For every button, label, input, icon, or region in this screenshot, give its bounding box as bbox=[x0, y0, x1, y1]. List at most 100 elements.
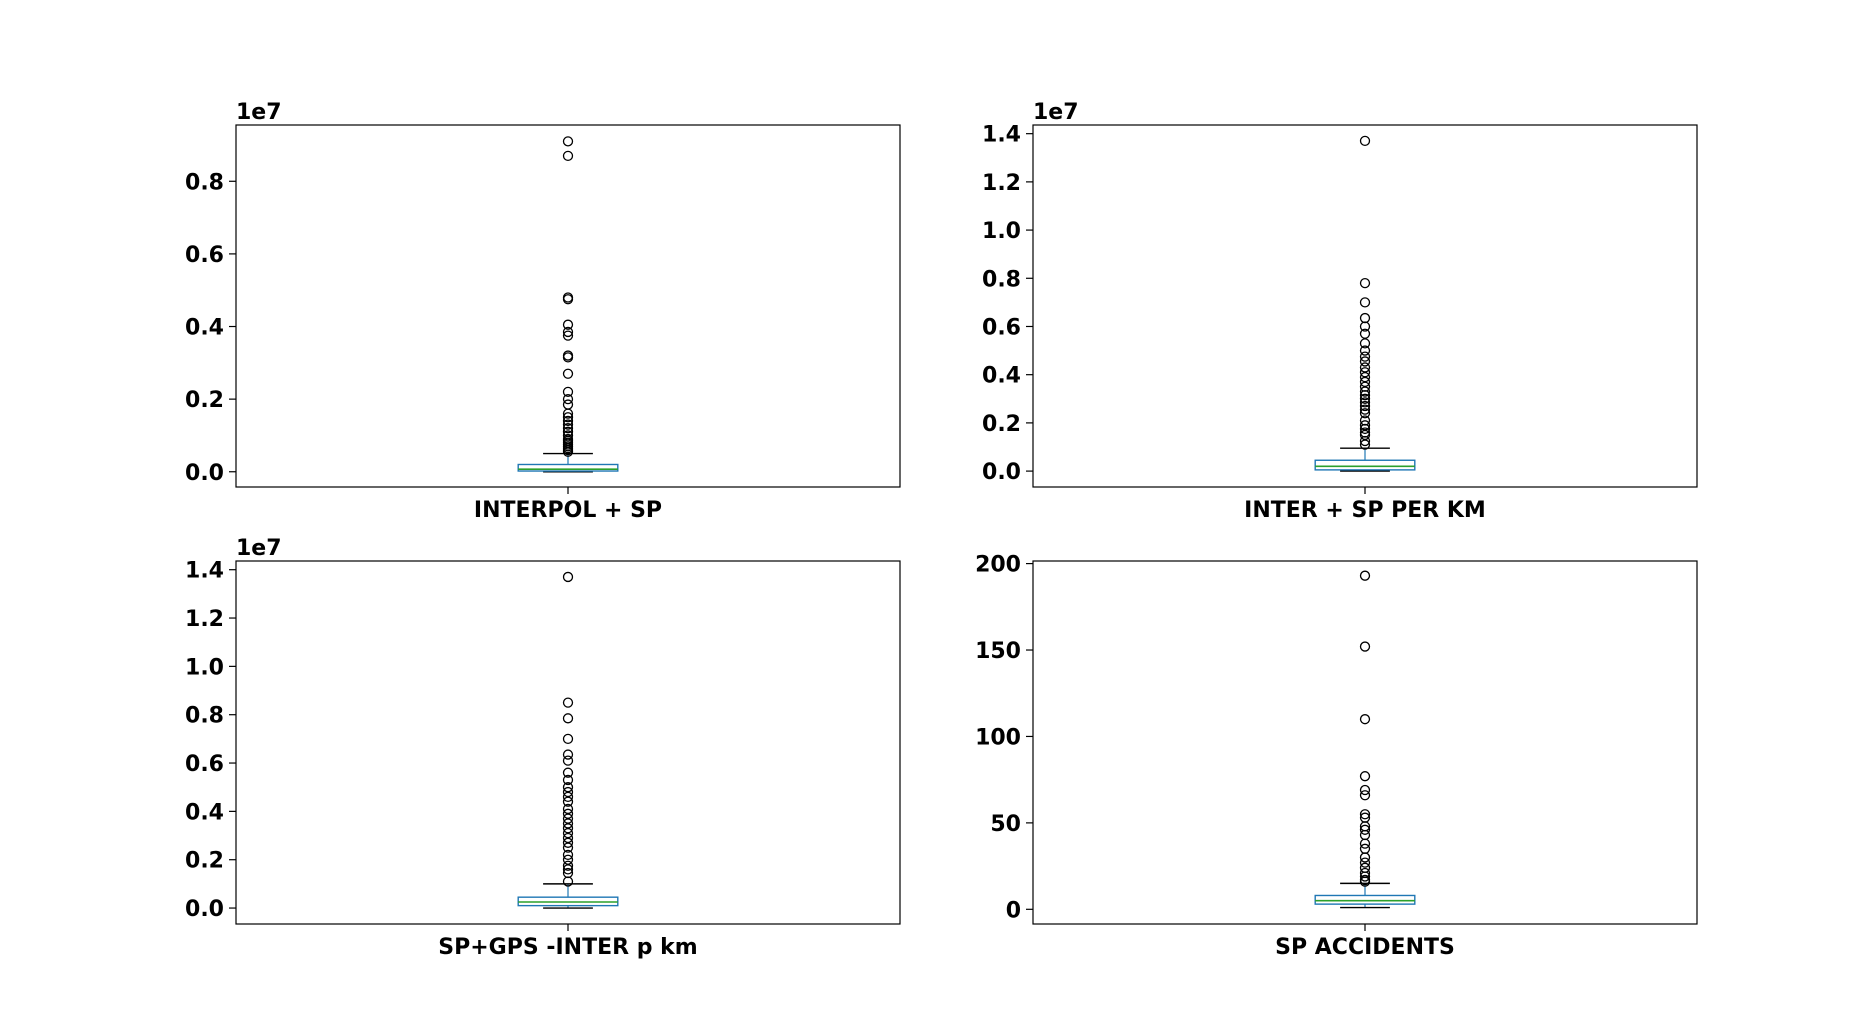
outlier-point bbox=[562, 408, 574, 419]
y-tick-label: 0.6 bbox=[185, 752, 224, 777]
outlier-point bbox=[1359, 862, 1371, 873]
y-tick-label: 0.8 bbox=[185, 170, 224, 195]
outlier-point bbox=[1359, 277, 1371, 289]
y-tick-label: 50 bbox=[990, 812, 1021, 837]
y-tick-label: 0.6 bbox=[185, 243, 224, 268]
outlier-point bbox=[562, 386, 574, 398]
outlier-point bbox=[562, 150, 574, 162]
outlier-point bbox=[1359, 771, 1371, 782]
outlier-point bbox=[562, 860, 574, 871]
outlier-point bbox=[562, 849, 574, 861]
offset-label: 1e7 bbox=[236, 100, 282, 125]
outlier-point bbox=[562, 352, 574, 363]
outlier-point bbox=[1359, 852, 1371, 863]
offset-label: 1e7 bbox=[236, 536, 282, 561]
outlier-point bbox=[1359, 876, 1371, 887]
outlier-point bbox=[562, 399, 574, 410]
outlier-point bbox=[562, 796, 574, 807]
offset-label: 1e7 bbox=[1033, 100, 1079, 125]
x-category-label: SP ACCIDENTS bbox=[1275, 935, 1455, 960]
y-tick-label: 0.2 bbox=[185, 388, 224, 413]
y-tick-label: 1.4 bbox=[185, 559, 224, 584]
axes-frame bbox=[1032, 124, 1698, 488]
outlier-point bbox=[562, 813, 574, 824]
outlier-point bbox=[1359, 435, 1371, 447]
outlier-point bbox=[1359, 843, 1371, 854]
outlier-point bbox=[1359, 338, 1371, 349]
outlier-point bbox=[562, 423, 574, 434]
y-tick-label: 0.4 bbox=[185, 316, 224, 341]
outlier-point bbox=[1359, 397, 1371, 408]
outlier-point bbox=[562, 767, 574, 778]
y-tick-label: 0.2 bbox=[982, 412, 1021, 437]
outlier-point bbox=[562, 842, 574, 853]
outlier-point bbox=[562, 412, 574, 423]
outlier-point bbox=[1359, 400, 1371, 412]
x-category-label: INTERPOL + SP bbox=[474, 498, 662, 523]
outlier-point bbox=[1359, 790, 1371, 801]
outlier-point bbox=[562, 571, 574, 583]
outlier-point bbox=[562, 818, 574, 829]
outlier-point bbox=[1359, 345, 1371, 356]
outlier-point bbox=[1359, 824, 1371, 835]
outlier-point bbox=[1359, 356, 1371, 367]
outlier-point bbox=[562, 697, 574, 708]
outlier-point bbox=[1359, 829, 1371, 841]
outlier-point bbox=[1359, 321, 1371, 332]
outlier-point bbox=[562, 136, 574, 147]
outlier-point bbox=[562, 803, 574, 815]
outlier-point bbox=[562, 774, 574, 786]
outlier-point bbox=[1359, 838, 1371, 849]
outlier-point bbox=[562, 786, 574, 798]
y-tick-label: 200 bbox=[975, 553, 1021, 578]
y-tick-label: 0.6 bbox=[982, 315, 1021, 340]
outlier-point bbox=[1359, 784, 1371, 796]
outlier-point bbox=[562, 782, 574, 793]
outlier-point bbox=[562, 393, 574, 405]
y-tick-label: 0.8 bbox=[982, 267, 1021, 292]
outlier-point bbox=[562, 755, 574, 766]
outlier-point bbox=[562, 832, 574, 844]
y-tick-label: 1.0 bbox=[185, 655, 224, 680]
outlier-point bbox=[1359, 297, 1371, 308]
y-tick-label: 0 bbox=[1006, 898, 1021, 923]
outlier-point bbox=[562, 733, 574, 745]
outlier-point bbox=[1359, 714, 1371, 725]
outlier-point bbox=[562, 749, 574, 760]
y-tick-label: 0.0 bbox=[982, 460, 1021, 485]
outlier-point bbox=[1359, 351, 1371, 362]
outlier-point bbox=[1359, 404, 1371, 415]
y-tick-label: 0.8 bbox=[185, 704, 224, 729]
y-tick-label: 1.2 bbox=[982, 171, 1021, 196]
subplot-inter-sp-per-km: 0.0 0.2 0.4 0.6 0.8 1.0 1.2 1.4 1e7 INTER + SP PE… bbox=[982, 100, 1698, 523]
outlier-point bbox=[562, 713, 574, 724]
outlier-point bbox=[562, 446, 574, 457]
outlier-point bbox=[1359, 386, 1371, 397]
subplot-sp-accidents: 0 50 100 150 200 SP ACCIDENTS bbox=[975, 553, 1698, 960]
subplot-sp-gps-inter-p-km: 0.0 0.2 0.4 0.6 0.8 1.0 1.2 1.4 1e7 SP+GPS -INTER… bbox=[185, 536, 901, 960]
outlier-point bbox=[562, 808, 574, 819]
iqr-box bbox=[1314, 894, 1416, 905]
outlier-point bbox=[562, 823, 574, 834]
outlier-point bbox=[562, 837, 574, 848]
axes-frame bbox=[1032, 560, 1698, 925]
x-category-label: INTER + SP PER KM bbox=[1244, 498, 1486, 523]
y-tick-label: 1.4 bbox=[982, 123, 1021, 148]
outlier-point bbox=[562, 827, 574, 839]
y-tick-label: 0.4 bbox=[982, 364, 1021, 389]
iqr-box bbox=[517, 463, 619, 472]
outlier-point bbox=[562, 294, 574, 305]
outlier-point bbox=[562, 419, 574, 430]
outlier-point bbox=[562, 415, 574, 427]
outlier-point bbox=[1359, 871, 1371, 882]
subplot-interpol-sp: 0.0 0.2 0.4 0.6 0.8 1e7 INTERPOL + SP bbox=[185, 100, 901, 523]
y-tick-label: 0.2 bbox=[185, 849, 224, 874]
outlier-point bbox=[562, 326, 574, 338]
y-tick-label: 0.0 bbox=[185, 461, 224, 486]
outlier-point bbox=[562, 864, 574, 875]
x-category-label: SP+GPS -INTER p km bbox=[438, 935, 697, 960]
outlier-point bbox=[1359, 641, 1371, 652]
outlier-point bbox=[1359, 857, 1371, 868]
y-tick-label: 100 bbox=[975, 725, 1021, 750]
